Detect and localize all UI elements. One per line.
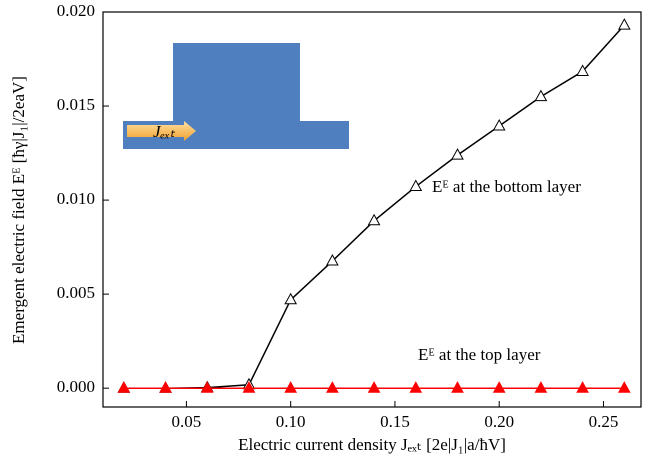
inset-top-layer — [173, 43, 300, 123]
marker — [367, 213, 381, 226]
x-axis-label: Electric current density Jₑₓₜ [2e|J₁|a/ħ… — [238, 435, 506, 454]
marker — [326, 381, 339, 393]
marker — [409, 179, 423, 192]
marker — [451, 148, 464, 160]
marker — [617, 381, 631, 393]
marker — [284, 292, 298, 305]
plot-frame — [102, 11, 642, 408]
y-tick-label: 0.005 — [57, 283, 95, 302]
marker — [534, 89, 548, 102]
marker — [200, 381, 214, 393]
marker — [326, 254, 339, 266]
x-tick-label: 0.20 — [484, 412, 514, 431]
y-tick-label: 0.010 — [57, 189, 95, 208]
marker — [117, 381, 131, 393]
x-tick-label: 0.10 — [276, 412, 306, 431]
marker — [367, 381, 381, 393]
x-tick-label: 0.15 — [380, 412, 410, 431]
marker — [576, 381, 589, 393]
y-tick-label: 0.000 — [57, 377, 95, 396]
marker — [451, 381, 464, 393]
annotation: Eᴱ at the top layer — [418, 345, 541, 364]
marker — [159, 381, 172, 393]
marker — [242, 381, 256, 393]
marker — [534, 381, 548, 393]
x-tick-label: 0.25 — [589, 412, 619, 431]
marker — [284, 381, 298, 393]
marker — [492, 381, 506, 393]
marker — [409, 381, 423, 393]
x-tick-label: 0.05 — [172, 412, 202, 431]
y-axis-label: Emergent electric field Eᴱ [ħγ|J₁|/2eaV] — [9, 76, 28, 344]
inset-arrow — [127, 121, 196, 141]
inset: Jₑₓₜ — [123, 43, 349, 149]
annotation: Eᴱ at the bottom layer — [432, 177, 581, 196]
marker — [576, 64, 589, 76]
y-tick-label: 0.015 — [57, 95, 95, 114]
marker — [617, 18, 631, 30]
marker — [492, 118, 506, 131]
inset-label: Jₑₓₜ — [153, 122, 176, 141]
y-tick-label: 0.020 — [57, 1, 95, 20]
